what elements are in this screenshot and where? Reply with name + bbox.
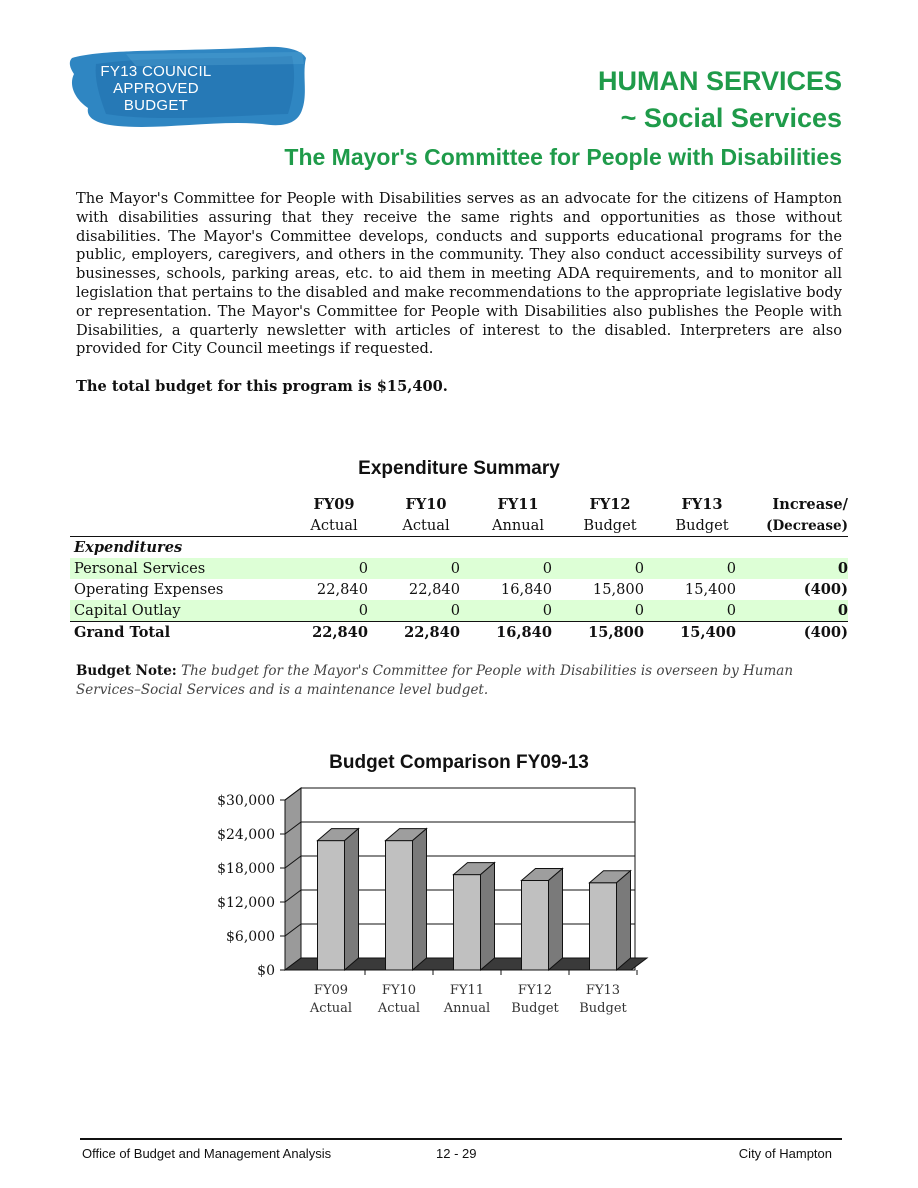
cell: 0 <box>656 558 748 579</box>
cell: 22,840 <box>380 621 472 643</box>
cell: 15,400 <box>684 581 736 598</box>
gridline-diagonal <box>284 821 302 835</box>
footer-office: Office of Budget and Management Analysis <box>82 1146 332 1161</box>
col-header: FY13 <box>681 495 723 513</box>
bar-side <box>548 867 563 972</box>
page-number: 12 - 29 <box>436 1146 477 1161</box>
table-row: Capital Outlay 0 0 0 0 0 0 <box>70 600 848 622</box>
col-subheader: Annual <box>472 515 564 537</box>
row-label: Operating Expenses <box>74 581 224 598</box>
program-description: The Mayor's Committee for People with Di… <box>76 190 843 358</box>
col-subheader: (Decrease) <box>748 515 848 537</box>
gridline-diagonal <box>284 855 302 869</box>
section-row: Expenditures <box>70 537 848 559</box>
y-tick-label: $30,000 <box>217 793 275 809</box>
cell: 0 <box>564 558 656 579</box>
chart-side-wall <box>284 787 302 971</box>
cell: 15,400 <box>656 621 748 643</box>
total-budget-statement: The total budget for this program is $15… <box>76 378 448 395</box>
gridline-diagonal <box>284 923 302 937</box>
program-title: The Mayor's Committee for People with Di… <box>284 144 842 170</box>
col-header: Increase/ <box>772 495 848 513</box>
col-subheader: Actual <box>288 515 380 537</box>
row-label: Grand Total <box>70 621 288 643</box>
cell: 0 <box>288 600 380 622</box>
y-tick-label: $12,000 <box>217 895 275 911</box>
x-tick-label: Budget <box>579 1001 627 1016</box>
cell: 15,800 <box>564 621 656 643</box>
bar-side <box>616 869 631 972</box>
x-tick-label: Budget <box>511 1001 559 1016</box>
col-subheader: Actual <box>380 515 472 537</box>
table-header-row-2: Actual Actual Annual Budget Budget (Decr… <box>70 515 848 537</box>
x-tick-label: Actual <box>377 1001 420 1016</box>
bar-side <box>344 827 359 972</box>
bar <box>453 874 481 971</box>
budget-note-label: Budget Note: <box>76 663 177 679</box>
cell: 0 <box>380 600 472 622</box>
bar-side <box>412 827 427 972</box>
cell: (400) <box>803 581 848 598</box>
gridline-diagonal <box>284 787 302 801</box>
x-tick-label: FY12 <box>518 983 552 998</box>
col-subheader: Budget <box>564 515 656 537</box>
cell: 22,840 <box>288 621 380 643</box>
x-tick-label: FY13 <box>586 983 620 998</box>
bar <box>521 879 549 971</box>
table-row: Operating Expenses 22,840 22,840 16,840 … <box>70 579 848 600</box>
y-tick-label: $6,000 <box>226 929 275 945</box>
bar <box>385 840 413 971</box>
cell: 0 <box>656 600 748 622</box>
cell: 22,840 <box>408 581 460 598</box>
expenditure-summary-title: Expenditure Summary <box>358 458 560 479</box>
x-tick-label: FY09 <box>314 983 348 998</box>
cell: 0 <box>380 558 472 579</box>
y-tick-label: $0 <box>257 963 275 979</box>
x-tick-label: Actual <box>309 1001 352 1016</box>
footer-divider <box>80 1138 842 1140</box>
budget-note: Budget Note: The budget for the Mayor's … <box>76 662 842 700</box>
expenditure-summary-table: FY09 FY10 FY11 FY12 FY13 Increase/ Actua… <box>70 494 848 643</box>
cell: 0 <box>472 558 564 579</box>
col-header: FY09 <box>313 495 355 513</box>
grand-total-row: Grand Total 22,840 22,840 16,840 15,800 … <box>70 621 848 643</box>
cell: 16,840 <box>500 581 552 598</box>
division-title: ~ Social Services <box>620 103 842 133</box>
col-header: FY12 <box>589 495 631 513</box>
section-label: Expenditures <box>74 539 183 556</box>
cell: 0 <box>288 558 380 579</box>
x-tick-label: Annual <box>443 1001 490 1016</box>
cell: (400) <box>748 621 848 643</box>
footer-city: City of Hampton <box>738 1146 832 1161</box>
cell: 0 <box>748 558 848 579</box>
cell: 0 <box>564 600 656 622</box>
table-header-row-1: FY09 FY10 FY11 FY12 FY13 Increase/ <box>70 494 848 515</box>
cell: 0 <box>748 600 848 622</box>
cell: 22,840 <box>316 581 368 598</box>
y-tick-label: $18,000 <box>217 861 275 877</box>
row-label: Personal Services <box>70 558 288 579</box>
x-tick-label: FY10 <box>382 983 416 998</box>
budget-comparison-chart: $0 $6,000 $12,000 $18,000 $24,000 $30,000 FY09… <box>217 787 649 1016</box>
x-tick-label: FY11 <box>450 983 484 998</box>
cell: 15,800 <box>592 581 644 598</box>
budget-note-text: The budget for the Mayor's Committee for… <box>76 663 794 698</box>
logo-text: FY13 COUNCIL APPROVED BUDGET <box>100 63 212 114</box>
bar <box>589 882 617 971</box>
gridline-diagonal <box>284 889 302 903</box>
col-header: FY10 <box>405 495 447 513</box>
cell: 0 <box>472 600 564 622</box>
bar <box>317 840 345 971</box>
col-subheader: Budget <box>656 515 748 537</box>
cell: 16,840 <box>472 621 564 643</box>
y-tick-label: $24,000 <box>217 827 275 843</box>
department-title: HUMAN SERVICES <box>597 66 842 96</box>
bar-side <box>480 861 495 972</box>
table-row: Personal Services 0 0 0 0 0 0 <box>70 558 848 579</box>
row-label: Capital Outlay <box>70 600 288 622</box>
col-header: FY11 <box>497 495 539 513</box>
council-approved-logo <box>69 46 306 127</box>
chart-title: Budget Comparison FY09-13 <box>329 752 589 773</box>
